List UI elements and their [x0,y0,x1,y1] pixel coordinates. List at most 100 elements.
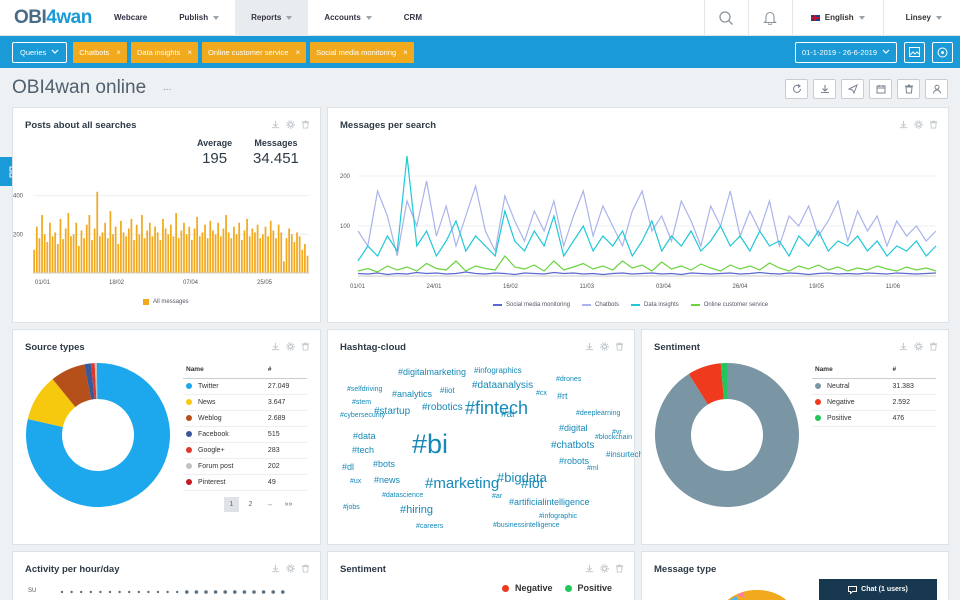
hashtag[interactable]: #bots [373,459,396,469]
hashtag[interactable]: #ux [350,478,362,485]
table-row[interactable]: Positive 476 [812,410,936,427]
settings-button[interactable] [932,41,953,63]
hashtag[interactable]: #iiot [440,386,455,395]
hashtag[interactable]: #cybersecurity [340,412,386,419]
hashtag[interactable]: #startup [374,406,411,417]
download-icon[interactable] [271,342,280,351]
hashtag[interactable]: #chatbots [551,440,595,451]
hashtag[interactable]: #digitalmarketing [398,367,467,377]
page-1-button[interactable]: 1 [224,497,239,512]
hashtag[interactable]: #marketing [425,475,500,492]
last-page-button[interactable]: »» [284,501,293,508]
hashtag[interactable]: #careers [416,523,444,530]
download-icon[interactable] [271,120,280,129]
nav-item-webcare[interactable]: Webcare [98,0,163,36]
hashtag[interactable]: #datascience [382,492,424,499]
hashtag[interactable]: #deeplearning [576,410,621,417]
app-logo[interactable]: OBI 4wan [0,0,98,36]
column-header-name[interactable]: Name [812,362,890,379]
table-row[interactable]: Weblog 2.689 [183,410,307,427]
hashtag[interactable]: #vr [612,429,622,436]
hashtag[interactable]: #ai [501,409,515,420]
gear-icon[interactable] [914,342,923,351]
date-range-picker[interactable]: 01-1-2019 - 26-6-2019 [794,41,897,63]
hashtag[interactable]: #rt [557,391,568,401]
query-chip[interactable]: Data insights × [130,41,198,63]
hashtag[interactable]: #news [374,475,401,485]
trash-icon[interactable] [929,120,938,129]
legend-item[interactable]: Chatbots [582,302,619,308]
download-button[interactable] [813,79,836,99]
next-page-button[interactable]: → [266,501,273,508]
download-icon[interactable] [899,342,908,351]
column-header-count[interactable]: # [264,362,307,379]
legend-item[interactable]: Online customer service [690,302,768,308]
close-icon[interactable]: × [116,47,121,57]
close-icon[interactable]: × [187,47,192,57]
gear-icon[interactable] [286,342,295,351]
hashtag[interactable]: #iot [521,475,544,491]
nav-item-publish[interactable]: Publish [163,0,235,36]
table-row[interactable]: Forum post 202 [183,458,307,475]
hashtag[interactable]: #digital [559,423,588,433]
hashtag[interactable]: #ar [492,493,503,500]
chat-button[interactable]: Chat (1 users) [819,579,937,600]
nav-item-reports[interactable]: Reports [235,0,309,36]
nav-item-accounts[interactable]: Accounts [308,0,387,36]
hashtag[interactable]: #analytics [392,389,433,399]
legend-item[interactable]: Social media monitoring [493,302,570,308]
table-row[interactable]: Negative 2.592 [812,394,936,411]
search-button[interactable] [703,0,748,36]
query-chip[interactable]: Social media monitoring × [310,41,414,63]
download-icon[interactable] [899,120,908,129]
query-chip[interactable]: Online customer service × [202,41,307,63]
schedule-button[interactable] [869,79,892,99]
hashtag[interactable]: #infographics [474,366,522,375]
gear-icon[interactable] [286,120,295,129]
trash-icon[interactable] [301,120,310,129]
hashtag[interactable]: #robotics [422,402,463,413]
trash-icon[interactable] [615,342,624,351]
table-row[interactable]: Twitter 27.049 [183,378,307,395]
queries-dropdown[interactable]: Queries [12,41,68,63]
language-select[interactable]: English [791,0,883,36]
gear-icon[interactable] [600,342,609,351]
hashtag[interactable]: #tech [352,445,375,455]
table-row[interactable]: News 3.647 [183,394,307,411]
image-export-button[interactable] [904,41,925,63]
table-row[interactable]: Neutral 31.383 [812,378,936,395]
hashtag[interactable]: #data [353,431,376,441]
legend-item[interactable]: Data insights [631,302,679,308]
refresh-button[interactable] [785,79,808,99]
share-user-button[interactable] [925,79,948,99]
hashtag[interactable]: #jobs [343,504,360,511]
column-header-count[interactable]: # [889,362,936,379]
close-icon[interactable]: × [403,47,408,57]
download-icon[interactable] [585,342,594,351]
send-button[interactable] [841,79,864,99]
hashtag[interactable]: #blockchain [595,434,632,441]
column-header-name[interactable]: Name [183,362,265,379]
trash-icon[interactable] [301,342,310,351]
table-row[interactable]: Google+ 283 [183,442,307,459]
hashtag[interactable]: #dataanalysis [472,380,534,391]
gear-icon[interactable] [286,564,295,573]
table-row[interactable]: Facebook 515 [183,426,307,443]
gear-icon[interactable] [914,120,923,129]
trash-icon[interactable] [301,564,310,573]
delete-button[interactable] [897,79,920,99]
notifications-button[interactable] [747,0,792,36]
page-more-button[interactable]: ... [163,82,172,93]
trash-icon[interactable] [615,564,624,573]
page-2-button[interactable]: 2 [248,501,253,508]
hashtag[interactable]: #drones [556,376,582,383]
gear-icon[interactable] [600,564,609,573]
hashtag[interactable]: #ml [587,465,599,472]
table-row[interactable]: Pinterest 49 [183,474,307,491]
user-menu[interactable]: Linsey [882,0,960,36]
hashtag[interactable]: #dl [342,462,355,472]
download-icon[interactable] [585,564,594,573]
query-chip[interactable]: Chatbots × [73,41,127,63]
hashtag[interactable]: #stem [352,399,372,406]
hashtag[interactable]: #infographic [539,513,578,520]
